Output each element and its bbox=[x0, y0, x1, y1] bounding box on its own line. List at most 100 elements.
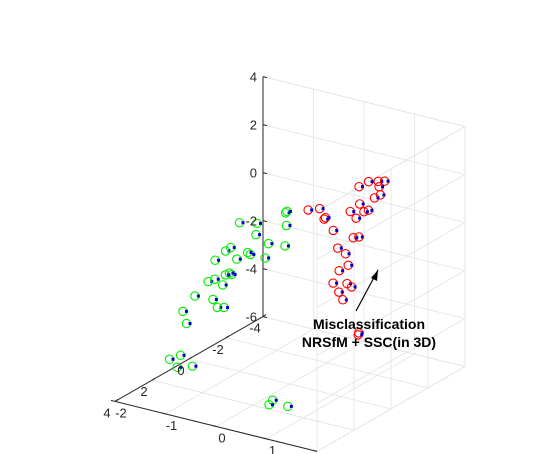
data-point-marker bbox=[360, 333, 364, 337]
data-point-marker bbox=[361, 185, 364, 189]
data-point-marker bbox=[249, 251, 253, 255]
data-point-marker bbox=[219, 305, 223, 309]
axis-box bbox=[110, 76, 466, 452]
y-tick-label: -1 bbox=[166, 418, 178, 433]
data-point-marker bbox=[376, 196, 380, 200]
data-point-marker bbox=[352, 210, 356, 214]
grid-line bbox=[262, 220, 466, 271]
data-point-marker bbox=[286, 244, 290, 248]
x-tick-label: -2 bbox=[212, 342, 224, 357]
data-point-marker bbox=[341, 269, 345, 273]
grid-line bbox=[262, 124, 466, 175]
y-tick-mark bbox=[211, 424, 217, 427]
data-point-marker bbox=[252, 252, 256, 256]
z-tick-label: 2 bbox=[250, 118, 257, 133]
y-tick-mark bbox=[161, 412, 166, 415]
z-tick-mark bbox=[262, 124, 268, 127]
data-point-marker bbox=[288, 223, 292, 227]
z-tick-label: 4 bbox=[250, 70, 257, 85]
data-point-marker bbox=[335, 228, 339, 232]
data-point-marker bbox=[182, 353, 186, 357]
grid-lines bbox=[114, 76, 466, 452]
data-point-marker bbox=[227, 273, 231, 277]
x-tick-label: -4 bbox=[249, 321, 261, 336]
data-point-marker bbox=[274, 398, 278, 402]
data-point-marker bbox=[360, 235, 364, 239]
grid-line bbox=[316, 174, 466, 260]
data-point-marker bbox=[217, 258, 221, 262]
z-tick-label: 0 bbox=[250, 166, 257, 181]
data-point-marker bbox=[288, 209, 292, 213]
data-point-marker bbox=[355, 236, 359, 240]
grid-line bbox=[262, 172, 466, 223]
y-tick-mark bbox=[110, 399, 116, 402]
grid-line bbox=[215, 341, 365, 427]
data-point-marker bbox=[381, 185, 385, 189]
data-point-marker bbox=[179, 365, 183, 369]
data-point-marker bbox=[258, 233, 261, 237]
data-point-marker bbox=[321, 207, 325, 211]
data-point-marker bbox=[335, 281, 339, 285]
data-point-marker bbox=[224, 283, 228, 287]
z-tick-mark bbox=[262, 268, 268, 271]
y-tick-label: 1 bbox=[269, 443, 276, 454]
data-point-marker bbox=[171, 357, 175, 361]
data-point-marker bbox=[380, 179, 384, 183]
x-tick-label: 4 bbox=[103, 405, 110, 420]
y-tick-mark bbox=[312, 449, 318, 452]
data-point-marker bbox=[340, 290, 344, 294]
grid-line bbox=[262, 268, 466, 319]
grid-line bbox=[316, 270, 466, 356]
data-point-marker bbox=[361, 202, 365, 206]
data-point-marker bbox=[231, 271, 235, 275]
z-tick-label: -6 bbox=[245, 310, 257, 325]
z-tick-label: -4 bbox=[245, 262, 257, 277]
data-point-marker bbox=[370, 180, 374, 184]
data-point-marker bbox=[196, 294, 200, 298]
data-point-marker bbox=[270, 242, 274, 246]
data-point-marker bbox=[267, 256, 271, 260]
data-point-marker bbox=[289, 404, 293, 408]
x-tick-label: 0 bbox=[177, 363, 184, 378]
data-point-marker bbox=[370, 208, 374, 212]
annotation-arrow-head bbox=[371, 270, 378, 281]
x-tick-mark bbox=[151, 377, 156, 381]
z-tick-label: -2 bbox=[245, 214, 257, 229]
data-point-marker bbox=[365, 210, 369, 214]
z-tick-mark bbox=[262, 76, 268, 79]
data-points bbox=[164, 176, 390, 412]
x-tick-mark bbox=[188, 356, 193, 360]
z-tick-mark bbox=[262, 316, 268, 319]
data-point-marker bbox=[241, 221, 245, 225]
z-tick-mark bbox=[262, 172, 268, 175]
grid-line bbox=[316, 366, 466, 452]
data-point-marker bbox=[350, 263, 354, 267]
data-point-marker bbox=[339, 246, 343, 250]
data-point-marker bbox=[344, 298, 348, 302]
data-point-marker bbox=[358, 216, 362, 220]
data-point-marker bbox=[216, 277, 220, 281]
data-point-marker bbox=[271, 403, 274, 407]
y-tick-label: -2 bbox=[115, 405, 127, 420]
data-point-marker bbox=[353, 285, 357, 289]
y-tick-mark bbox=[262, 437, 267, 440]
box-edge bbox=[262, 76, 466, 127]
data-point-marker bbox=[327, 216, 331, 220]
annotation: Misclassification NRSfM + SSC(in 3D) bbox=[302, 269, 436, 350]
data-point-marker bbox=[386, 179, 390, 183]
annotation-line-1: Misclassification bbox=[313, 316, 425, 332]
data-point-marker bbox=[232, 246, 236, 250]
z-tick-mark bbox=[262, 220, 268, 223]
data-point-marker bbox=[184, 309, 188, 313]
y-tick-label: 0 bbox=[218, 430, 225, 445]
data-point-marker bbox=[259, 221, 262, 225]
data-point-marker bbox=[238, 257, 242, 261]
data-point-marker bbox=[226, 306, 229, 310]
x-tick-mark bbox=[114, 398, 119, 402]
data-point-marker bbox=[349, 282, 353, 286]
annotation-line-2: NRSfM + SSC(in 3D) bbox=[302, 334, 436, 350]
grid-line bbox=[316, 318, 466, 404]
data-point-marker bbox=[194, 364, 198, 368]
